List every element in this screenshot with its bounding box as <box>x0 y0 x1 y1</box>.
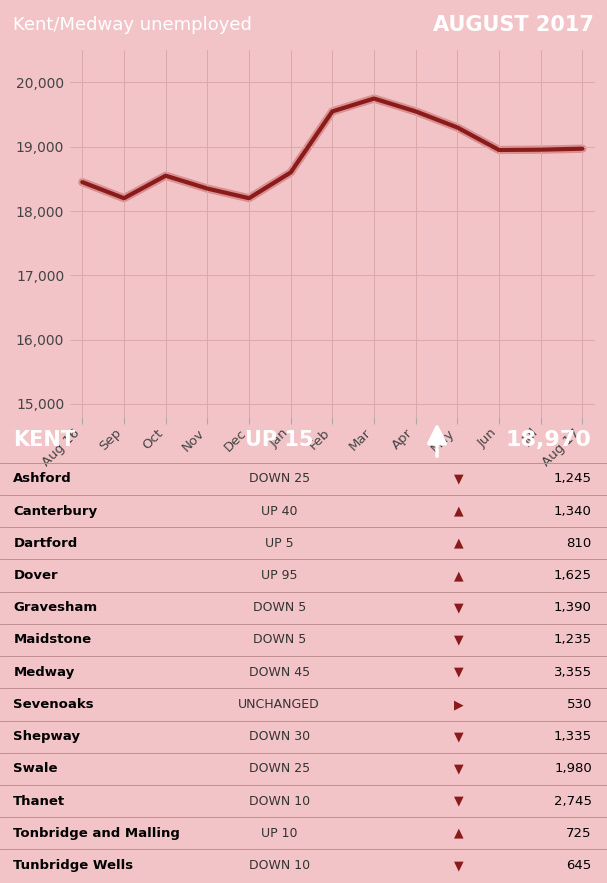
Text: Tunbridge Wells: Tunbridge Wells <box>13 859 134 872</box>
Text: Maidstone: Maidstone <box>13 633 92 646</box>
Text: 1,335: 1,335 <box>554 730 592 743</box>
Text: ▼: ▼ <box>453 762 463 775</box>
Text: UP 40: UP 40 <box>261 504 297 517</box>
Text: Gravesham: Gravesham <box>13 601 98 615</box>
Text: 1,390: 1,390 <box>554 601 592 615</box>
Text: 1,245: 1,245 <box>554 472 592 486</box>
Text: 1,625: 1,625 <box>554 569 592 582</box>
Text: KENT: KENT <box>13 430 75 449</box>
Text: Tonbridge and Malling: Tonbridge and Malling <box>13 826 180 840</box>
Text: 2,745: 2,745 <box>554 795 592 808</box>
Text: ▲: ▲ <box>453 826 463 840</box>
Text: 1,340: 1,340 <box>554 504 592 517</box>
Text: 530: 530 <box>566 698 592 711</box>
Text: Thanet: Thanet <box>13 795 66 808</box>
Text: Dartford: Dartford <box>13 537 78 550</box>
Text: ▼: ▼ <box>453 633 463 646</box>
Text: 1,235: 1,235 <box>554 633 592 646</box>
Text: DOWN 5: DOWN 5 <box>253 601 306 615</box>
Text: DOWN 10: DOWN 10 <box>249 795 310 808</box>
Text: 725: 725 <box>566 826 592 840</box>
Text: DOWN 45: DOWN 45 <box>249 666 310 679</box>
Text: Ashford: Ashford <box>13 472 72 486</box>
Text: UP 5: UP 5 <box>265 537 294 550</box>
Text: UP 15: UP 15 <box>245 430 313 449</box>
Text: Dover: Dover <box>13 569 58 582</box>
Text: ▲: ▲ <box>453 569 463 582</box>
Text: DOWN 5: DOWN 5 <box>253 633 306 646</box>
Text: Shepway: Shepway <box>13 730 80 743</box>
Text: ▼: ▼ <box>453 601 463 615</box>
Text: 3,355: 3,355 <box>554 666 592 679</box>
Text: DOWN 25: DOWN 25 <box>249 472 310 486</box>
Text: ▼: ▼ <box>453 795 463 808</box>
Text: DOWN 10: DOWN 10 <box>249 859 310 872</box>
Text: ▲: ▲ <box>453 504 463 517</box>
Text: ▼: ▼ <box>453 472 463 486</box>
Text: 810: 810 <box>566 537 592 550</box>
Text: AUGUST 2017: AUGUST 2017 <box>433 15 594 35</box>
Text: Swale: Swale <box>13 762 58 775</box>
Text: 18,970: 18,970 <box>506 430 592 449</box>
Text: ▶: ▶ <box>453 698 463 711</box>
Text: Sevenoaks: Sevenoaks <box>13 698 94 711</box>
Text: UNCHANGED: UNCHANGED <box>239 698 320 711</box>
Text: UP 95: UP 95 <box>261 569 297 582</box>
Text: ▼: ▼ <box>453 730 463 743</box>
Text: ▼: ▼ <box>453 666 463 679</box>
Text: 1,980: 1,980 <box>554 762 592 775</box>
Text: ▼: ▼ <box>453 859 463 872</box>
Text: ▲: ▲ <box>453 537 463 550</box>
Text: Medway: Medway <box>13 666 75 679</box>
Text: DOWN 30: DOWN 30 <box>249 730 310 743</box>
Text: Kent/Medway unemployed: Kent/Medway unemployed <box>13 16 253 34</box>
Text: 645: 645 <box>566 859 592 872</box>
Text: DOWN 25: DOWN 25 <box>249 762 310 775</box>
Text: UP 10: UP 10 <box>261 826 297 840</box>
Text: Canterbury: Canterbury <box>13 504 98 517</box>
